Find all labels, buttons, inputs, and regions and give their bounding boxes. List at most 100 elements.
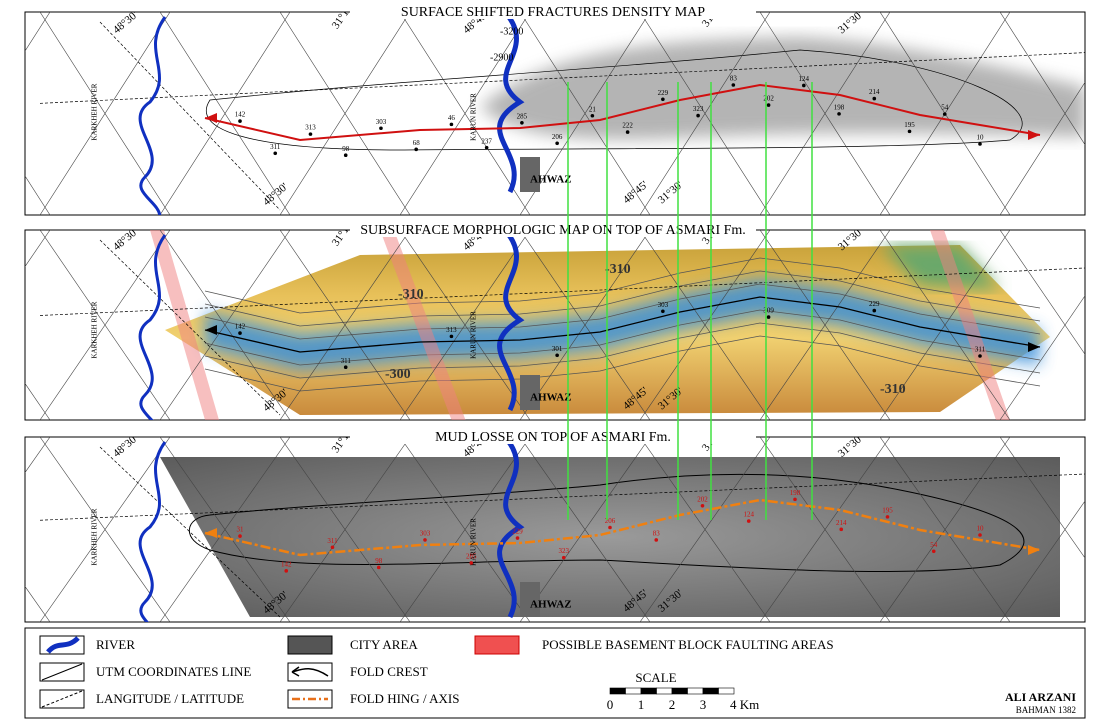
well-label: 98 (375, 557, 383, 565)
well (515, 536, 520, 540)
latlong-line (39, 52, 1085, 104)
city-label: AHWAZ (530, 392, 572, 404)
river (138, 441, 167, 622)
well-label: 285 (517, 112, 528, 120)
utm-line (279, 12, 411, 215)
well (376, 565, 381, 570)
utm-line (399, 12, 531, 215)
well-label: 303 (420, 530, 431, 538)
panel-title: SUBSURFACE MORPHOLOGIC MAP ON TOP OF ASM… (360, 223, 746, 238)
utm-line (399, 437, 531, 622)
well (238, 331, 242, 335)
well (590, 113, 595, 118)
river (497, 230, 525, 412)
well (978, 533, 982, 537)
legend-label: FOLD CREST (350, 664, 428, 679)
scale-title: SCALE (635, 670, 676, 685)
utm-line (25, 437, 51, 474)
well (978, 354, 982, 358)
well-label: 142 (235, 111, 246, 119)
well (766, 315, 771, 319)
well (802, 83, 806, 88)
utm-line (25, 230, 51, 268)
well-label: 206 (552, 133, 563, 141)
author-note: BAHMAN 1382 (1016, 705, 1076, 715)
legend-label: UTM COORDINATES LINE (96, 664, 251, 679)
well-label: 31 (237, 526, 245, 534)
river-label: KARUN RIVER (470, 93, 478, 141)
river (138, 234, 167, 420)
well-label: 237 (481, 137, 492, 145)
well-label: 202 (697, 495, 708, 503)
scale-label: 0 (607, 697, 614, 712)
well (379, 126, 383, 131)
title-background (350, 431, 756, 444)
map-panel: 48°30'31°15'48°45'31°30'31°30'48°30'48°4… (25, 437, 1085, 622)
legend-swatch (41, 690, 83, 708)
utm-line (879, 230, 1011, 420)
well (555, 141, 559, 146)
contour-line (204, 322, 1041, 379)
well-label: 54 (930, 541, 938, 549)
scale-segment (625, 687, 642, 695)
utm-line (25, 175, 51, 215)
well-label: 198 (834, 103, 845, 111)
well (872, 308, 877, 313)
legend-label: FOLD HING / AXIS (350, 691, 459, 706)
well-label: 229 (512, 528, 523, 536)
utm-line (25, 382, 51, 420)
fold-axis (204, 498, 1041, 557)
scale-segment (640, 687, 657, 695)
legend-label: RIVER (96, 637, 135, 652)
well-label: 83 (730, 75, 738, 83)
fold-outline (205, 49, 1023, 151)
utm-line (639, 230, 771, 420)
river-label: KARKHEH RIVER (91, 83, 99, 140)
well-label: 311 (341, 357, 352, 365)
well (308, 132, 313, 136)
well (284, 569, 289, 573)
well (423, 538, 427, 542)
contour-line (204, 270, 1041, 327)
contour-label: -300 (385, 367, 411, 382)
utm-line (279, 437, 411, 622)
well (273, 151, 278, 156)
well (561, 555, 566, 560)
utm-line (39, 230, 171, 420)
well (654, 538, 659, 542)
well (484, 145, 489, 150)
well-label: 229 (869, 300, 880, 308)
utm-line (879, 437, 1011, 622)
well-label: 10 (977, 134, 985, 142)
well-label: 54 (941, 104, 949, 112)
river-label: KARUN RIVER (470, 518, 478, 566)
scale-segment (718, 687, 735, 695)
well-label: 124 (744, 511, 755, 519)
utm-line (999, 81, 1085, 215)
latlong-line (99, 446, 281, 618)
well (343, 153, 348, 157)
well-label: 195 (882, 506, 893, 514)
utm-line (39, 12, 171, 215)
utm-line (519, 12, 651, 215)
utm-line (639, 12, 771, 215)
well (872, 96, 877, 101)
well-label: 309 (763, 307, 774, 315)
fold-axis (204, 296, 1041, 353)
well-label: 323 (559, 547, 570, 555)
city-area (520, 375, 540, 410)
legend: RIVER UTM COORDINATES LINE LANGITUDE / L… (39, 635, 1076, 715)
utm-line (759, 437, 891, 622)
river (497, 12, 525, 194)
well (608, 525, 612, 530)
scale-label: 4 Km (730, 697, 759, 712)
well (343, 365, 348, 369)
well (885, 515, 890, 519)
river-label: KARUN RIVER (470, 311, 478, 359)
legend-label: CITY AREA (350, 637, 418, 652)
river (138, 16, 167, 215)
well (238, 534, 242, 538)
mudloss-surface (160, 457, 1060, 617)
panel-title: SURFACE SHIFTED FRACTURES DENSITY MAP (401, 5, 705, 20)
